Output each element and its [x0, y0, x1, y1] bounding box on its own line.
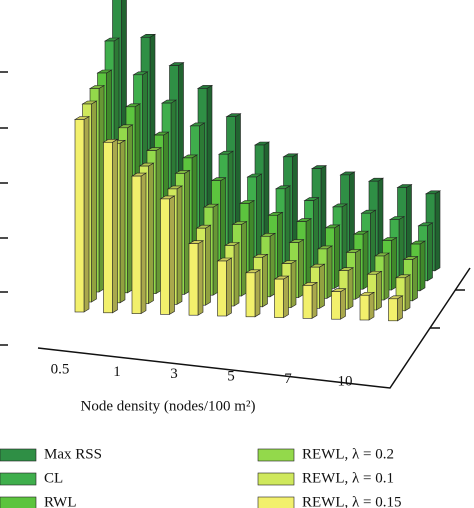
bar-side [383, 252, 390, 301]
bar-front [103, 142, 113, 314]
bar-side [412, 256, 418, 302]
bar [73, 115, 91, 313]
bar-side [434, 190, 441, 272]
bar-side [311, 281, 318, 319]
bar-front [331, 291, 341, 320]
bar [394, 274, 412, 312]
x-axis-label: Node density (nodes/100 m²) [81, 398, 256, 414]
bar-side [355, 248, 361, 300]
legend-swatch [257, 496, 295, 508]
bar [187, 240, 205, 316]
bar [301, 281, 319, 319]
x-tick-label: 10 [338, 373, 353, 389]
bar-side [347, 267, 354, 310]
bar-side [176, 185, 183, 305]
bar-side [404, 274, 411, 312]
bar-front [160, 198, 170, 315]
bar-side [112, 138, 118, 314]
bar-side [326, 245, 333, 299]
bar-side [368, 291, 375, 321]
legend-label: REWL, λ = 0.2 [302, 446, 394, 462]
bar [159, 195, 176, 315]
bar-front [217, 260, 227, 317]
x-tick-label: 3 [170, 366, 178, 382]
bar-front [74, 119, 85, 313]
x-tick-label: 7 [284, 371, 292, 387]
bar-side [119, 139, 126, 304]
bar-side [397, 295, 403, 322]
legend-swatch [0, 472, 37, 486]
legend-swatch [257, 448, 295, 462]
bar-side [262, 253, 268, 308]
bar-side [83, 115, 90, 313]
bar-front [188, 243, 199, 316]
legend-label: CL [44, 470, 63, 486]
bar-side [290, 260, 297, 309]
bar-front [359, 294, 370, 321]
bar-side [419, 240, 426, 292]
bar-side [197, 240, 204, 316]
bar-front [245, 272, 256, 318]
x-tick-label: 1 [113, 364, 121, 380]
bar-front [302, 285, 313, 319]
legend-swatch [0, 496, 37, 508]
bar-side [169, 195, 175, 315]
bar [130, 172, 148, 315]
bar-side [283, 275, 289, 319]
bar [330, 288, 347, 320]
bar-side [226, 257, 232, 317]
legend-swatch [257, 472, 295, 486]
bar-front [274, 278, 284, 318]
bar [102, 138, 119, 314]
bar-side [254, 269, 261, 318]
bar-side [91, 100, 97, 303]
bar-side [148, 162, 154, 305]
bar-front [131, 175, 142, 314]
bar-side [140, 172, 147, 315]
bar-side [205, 224, 211, 306]
legend-swatch [0, 448, 37, 462]
x-tick-label: 0.5 [51, 361, 70, 377]
x-tick-label: 5 [227, 369, 235, 385]
bar-side [427, 222, 433, 282]
legend-label: RWL [44, 494, 77, 508]
bar-front [388, 298, 398, 322]
legend-label: Max RSS [44, 446, 102, 462]
bar-side [376, 270, 382, 311]
legend-label: REWL, λ = 0.1 [302, 470, 394, 486]
bar [358, 291, 376, 321]
bar [216, 257, 233, 317]
bar [244, 269, 262, 318]
bar-side [319, 263, 325, 309]
bar [387, 295, 404, 322]
axes-frame [0, 71, 471, 389]
bar [273, 275, 290, 319]
bar-side [233, 241, 240, 307]
legend-label: REWL, λ = 0.15 [302, 494, 401, 508]
bar-side [340, 288, 346, 320]
